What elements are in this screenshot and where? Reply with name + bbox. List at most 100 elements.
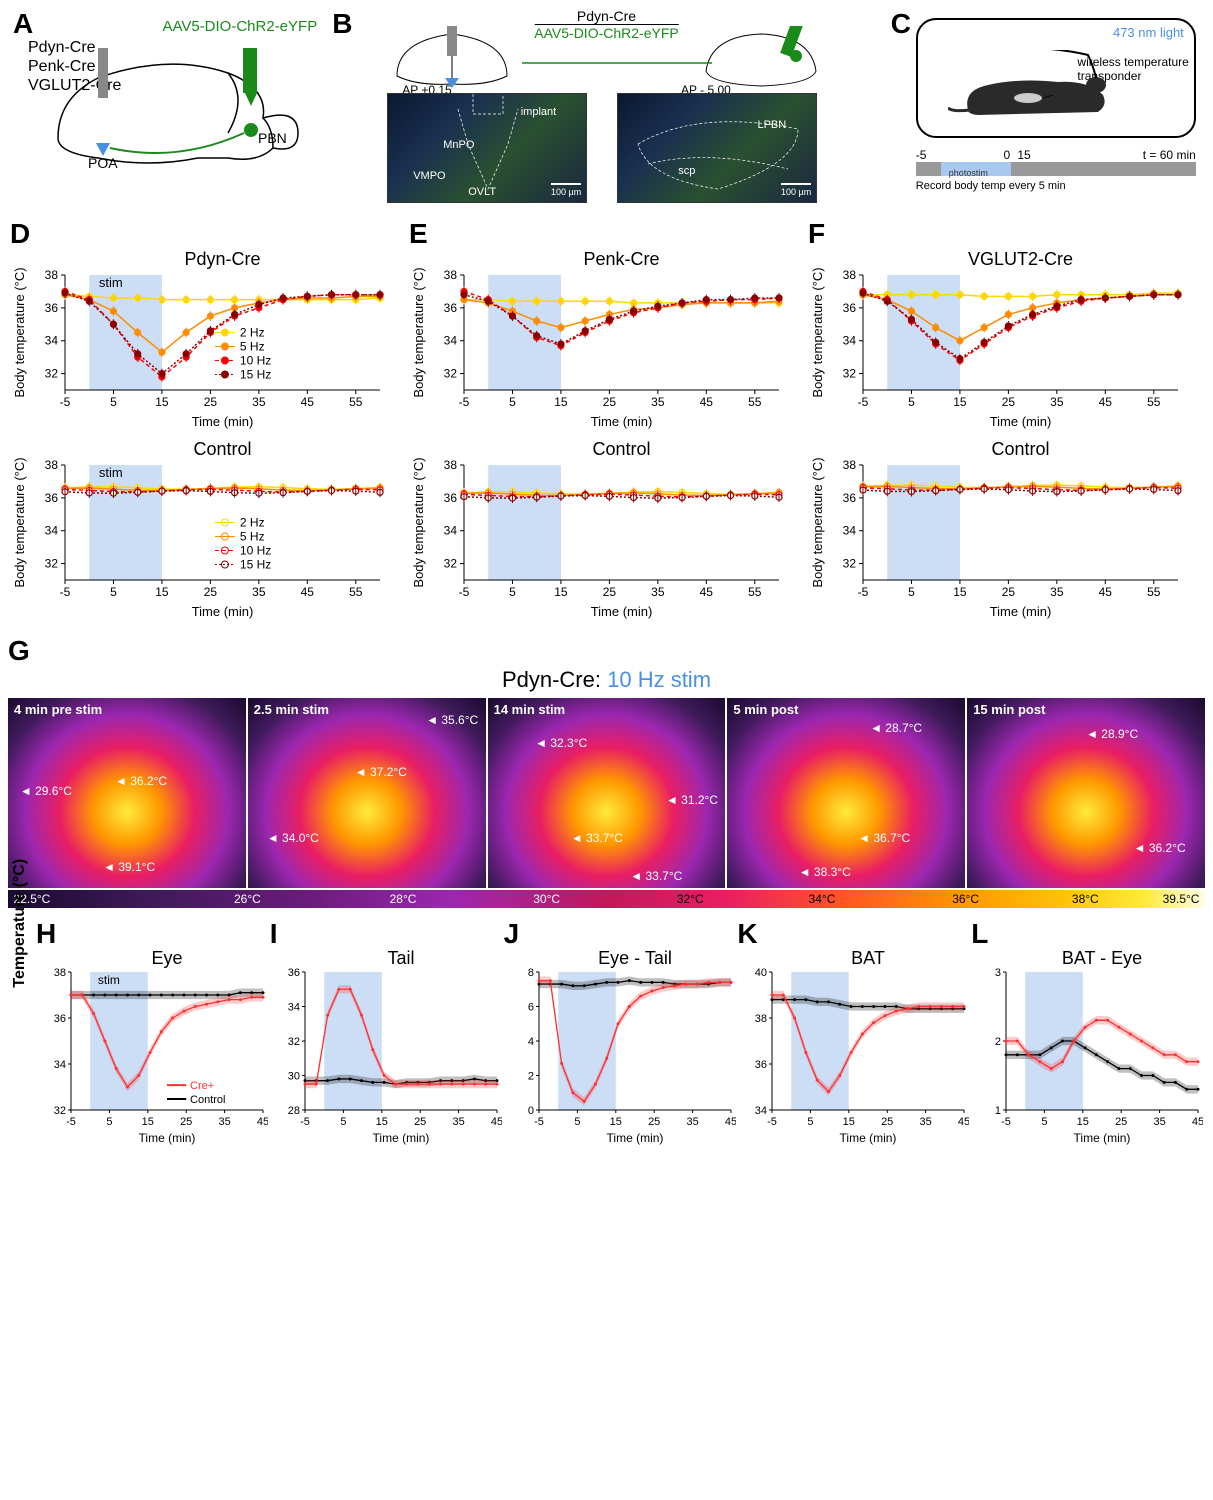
svg-text:15 Hz: 15 Hz — [240, 558, 271, 572]
svg-text:55: 55 — [748, 585, 762, 599]
thermal-row: 4 min pre stim◄ 29.6°C◄ 36.2°C◄ 39.1°C2.… — [8, 698, 1205, 888]
svg-text:Time (min): Time (min) — [192, 604, 254, 619]
svg-text:55: 55 — [1147, 585, 1161, 599]
svg-text:Body temperature (°C): Body temperature (°C) — [810, 267, 825, 397]
svg-text:Body temperature (°C): Body temperature (°C) — [411, 267, 426, 397]
svg-text:25: 25 — [1115, 1116, 1127, 1128]
svg-text:-5: -5 — [534, 1116, 544, 1128]
svg-text:38: 38 — [45, 458, 59, 472]
svg-text:28: 28 — [288, 1105, 300, 1117]
svg-text:Time (min): Time (min) — [1074, 1131, 1131, 1145]
svg-text:3: 3 — [995, 967, 1001, 979]
svg-text:36: 36 — [843, 491, 857, 505]
svg-text:35: 35 — [920, 1116, 932, 1128]
svg-text:5: 5 — [808, 1116, 814, 1128]
svg-text:15: 15 — [554, 395, 568, 409]
svg-text:Body temperature (°C): Body temperature (°C) — [411, 457, 426, 587]
svg-text:15: 15 — [1077, 1116, 1089, 1128]
svg-text:-5: -5 — [768, 1116, 778, 1128]
svg-text:Time (min): Time (min) — [192, 414, 254, 429]
svg-text:-5: -5 — [858, 585, 869, 599]
svg-text:45: 45 — [301, 585, 315, 599]
svg-text:Body temperature (°C): Body temperature (°C) — [810, 457, 825, 587]
svg-text:55: 55 — [349, 585, 363, 599]
svg-text:36: 36 — [54, 1013, 66, 1025]
panel-label-K: K — [737, 918, 757, 949]
chart-pdyn-control: stimControl32343638-551525354555Time (mi… — [10, 440, 390, 620]
svg-text:stim: stim — [99, 275, 123, 290]
light-label: 473 nm light — [1113, 25, 1184, 40]
svg-text:Time (min): Time (min) — [591, 414, 653, 429]
svg-text:-5: -5 — [60, 585, 71, 599]
svg-text:38: 38 — [755, 1013, 767, 1025]
thermal-colorbar: 22.5°C26°C28°C30°C32°C34°C36°C38°C39.5°C — [8, 890, 1205, 908]
svg-text:Control: Control — [193, 440, 251, 459]
svg-text:25: 25 — [1002, 585, 1016, 599]
svg-text:25: 25 — [414, 1116, 426, 1128]
svg-text:55: 55 — [1147, 395, 1161, 409]
panelB-line2: AAV5-DIO-ChR2-eYFP — [534, 24, 678, 41]
svg-text:25: 25 — [180, 1116, 192, 1128]
svg-text:30: 30 — [288, 1071, 300, 1083]
svg-text:-5: -5 — [858, 395, 869, 409]
svg-text:10 Hz: 10 Hz — [240, 544, 271, 558]
svg-text:36: 36 — [755, 1059, 767, 1071]
svg-text:1: 1 — [995, 1105, 1001, 1117]
svg-text:0: 0 — [527, 1105, 533, 1117]
svg-text:36: 36 — [843, 301, 857, 315]
svg-text:45: 45 — [491, 1116, 502, 1128]
svg-text:25: 25 — [204, 395, 218, 409]
svg-text:2 Hz: 2 Hz — [240, 326, 265, 340]
svg-text:38: 38 — [54, 967, 66, 979]
svg-text:4: 4 — [527, 1036, 533, 1048]
svg-text:35: 35 — [1050, 395, 1064, 409]
svg-text:Control: Control — [991, 440, 1049, 459]
panel-B: B Pdyn-Cre AAV5-DIO-ChR2-eYFP AP +0.15 A… — [327, 8, 886, 208]
svg-text:15: 15 — [554, 585, 568, 599]
svg-text:2 Hz: 2 Hz — [240, 516, 265, 530]
panel-label-I: I — [270, 918, 278, 949]
chart-vglut2-control: Control32343638-551525354555Time (min)Bo… — [808, 440, 1188, 620]
svg-text:32: 32 — [54, 1105, 66, 1117]
svg-text:Time (min): Time (min) — [591, 604, 653, 619]
svg-text:38: 38 — [843, 458, 857, 472]
chart-tail: Tail2830323436-5515253545Time (min) — [270, 950, 504, 1150]
svg-text:stim: stim — [98, 973, 120, 987]
svg-text:38: 38 — [444, 268, 458, 282]
svg-text:34: 34 — [45, 334, 59, 348]
svg-text:Pdyn-Cre: Pdyn-Cre — [184, 250, 260, 269]
svg-text:Eye: Eye — [151, 950, 182, 968]
svg-text:35: 35 — [651, 585, 665, 599]
svg-text:35: 35 — [252, 395, 266, 409]
coronal-left-diagram — [387, 26, 517, 91]
svg-text:36: 36 — [444, 301, 458, 315]
panel-label-C: C — [891, 8, 911, 40]
svg-text:32: 32 — [45, 367, 59, 381]
panel-label-G: G — [8, 635, 30, 666]
syringe-icon — [243, 48, 257, 93]
svg-text:15: 15 — [375, 1116, 387, 1128]
svg-text:Penk-Cre: Penk-Cre — [583, 250, 659, 269]
svg-text:25: 25 — [204, 585, 218, 599]
svg-text:35: 35 — [252, 585, 266, 599]
svg-text:35: 35 — [1050, 585, 1064, 599]
svg-text:45: 45 — [301, 395, 315, 409]
svg-text:45: 45 — [958, 1116, 969, 1128]
svg-text:5: 5 — [908, 395, 915, 409]
svg-text:35: 35 — [452, 1116, 464, 1128]
svg-text:-5: -5 — [459, 585, 470, 599]
svg-text:15: 15 — [142, 1116, 154, 1128]
svg-text:5: 5 — [340, 1116, 346, 1128]
panel-label-E: E — [409, 218, 428, 249]
svg-text:36: 36 — [288, 967, 300, 979]
timeline-caption: Record body temp every 5 min — [916, 180, 1196, 192]
svg-text:15: 15 — [953, 395, 967, 409]
svg-text:10 Hz: 10 Hz — [240, 354, 271, 368]
svg-text:Control: Control — [190, 1094, 225, 1106]
svg-text:5 Hz: 5 Hz — [240, 340, 265, 354]
svg-text:35: 35 — [218, 1116, 230, 1128]
svg-text:Eye - Tail: Eye - Tail — [598, 950, 672, 968]
shared-y-label: Temperature (°C) — [11, 859, 29, 988]
svg-text:15: 15 — [155, 395, 169, 409]
svg-text:2: 2 — [527, 1071, 533, 1083]
